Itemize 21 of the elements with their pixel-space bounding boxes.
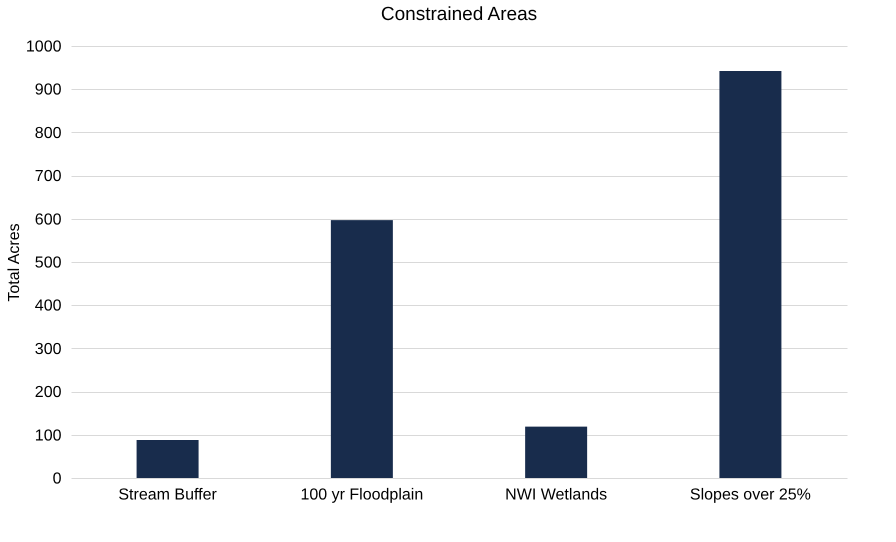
y-tick-label: 700 [34,168,62,186]
y-tick-label: 600 [34,211,62,228]
x-tick-label: Slopes over 25% [690,486,811,504]
bar [719,71,782,478]
y-tick-label: 0 [52,470,62,488]
x-tick-label: Stream Buffer [118,486,218,504]
x-tick-label: NWI Wetlands [505,486,608,504]
chart-title: Constrained Areas [380,4,538,25]
y-axis-title: Total Acres [6,223,23,302]
y-tick-label: 400 [34,298,62,315]
y-tick-label: 500 [34,254,62,272]
y-tick-label: 900 [34,82,62,99]
y-tick-label: 100 [34,427,62,444]
y-tick-label: 800 [34,124,62,142]
y-tick-label: 300 [34,340,62,358]
x-tick-label: 100 yr Floodplain [300,486,424,504]
y-tick-label: 1000 [26,38,62,56]
bar [330,220,393,478]
bar [136,440,199,478]
bar [525,426,588,478]
y-tick-label: 200 [34,384,62,402]
